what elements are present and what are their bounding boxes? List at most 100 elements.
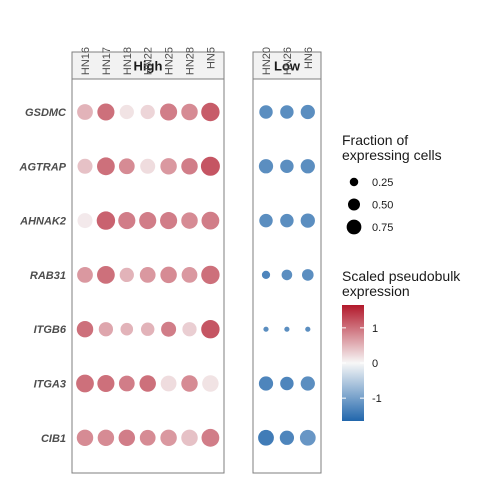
data-dot [97, 429, 115, 447]
color-legend-title: Scaled pseudobulk [342, 268, 461, 284]
data-dot [181, 375, 198, 392]
data-dot [160, 429, 177, 447]
data-dot [258, 159, 274, 174]
facet-strip-label: Low [274, 59, 301, 74]
data-dot [77, 213, 93, 229]
x-tick-label: HN16 [80, 47, 92, 75]
data-dot [182, 322, 197, 337]
data-dot [280, 105, 294, 119]
data-dot [161, 321, 177, 337]
data-dot [118, 429, 136, 447]
size-legend-key [347, 198, 361, 211]
data-dot [98, 322, 114, 337]
size-legend-title: Fraction of [342, 132, 408, 148]
data-dot [77, 158, 93, 174]
data-dot [76, 374, 94, 393]
x-tick-label: HN20 [261, 47, 273, 75]
x-tick-label: HN22 [143, 47, 155, 75]
data-dot [118, 212, 136, 230]
data-dot [181, 212, 198, 229]
data-dot [77, 104, 93, 120]
size-legend-label: 0.25 [372, 177, 393, 189]
x-tick-label: HN18 [122, 47, 134, 75]
y-tick-label: GSDMC [25, 107, 67, 119]
data-dot [139, 212, 157, 230]
data-dot [160, 266, 177, 284]
data-dot [140, 322, 155, 336]
data-dot [202, 375, 219, 392]
y-tick-label: AHNAK2 [19, 216, 66, 228]
data-dot [258, 429, 274, 446]
color-legend-label: -1 [372, 393, 382, 405]
data-dot [181, 158, 198, 175]
data-dot [200, 156, 220, 176]
data-dot [263, 326, 269, 332]
data-dot [97, 157, 115, 176]
data-dot [259, 105, 273, 119]
data-dot [120, 322, 134, 336]
data-dot [97, 103, 115, 121]
data-dot [201, 428, 220, 447]
size-legend-title: expressing cells [342, 147, 442, 163]
data-dot [201, 102, 220, 122]
data-dot [76, 429, 94, 447]
x-tick-label: HN26 [282, 47, 294, 75]
facet-strip [71, 51, 225, 80]
data-dot [299, 429, 316, 446]
data-dot [201, 320, 220, 339]
data-dot [97, 266, 115, 284]
data-dot [96, 211, 116, 230]
data-dot [76, 320, 94, 338]
data-dot [284, 326, 290, 332]
data-dot [280, 213, 294, 228]
data-dot [139, 429, 156, 446]
data-dot [181, 103, 198, 121]
y-tick-label: CIB1 [41, 433, 66, 445]
data-dot [305, 326, 311, 332]
data-dot [280, 376, 294, 391]
data-dot [140, 158, 156, 174]
x-tick-label: HN6 [303, 47, 315, 69]
color-legend-label: 1 [372, 323, 378, 335]
data-dot [160, 375, 177, 392]
data-dot [97, 374, 115, 393]
data-dot [300, 213, 315, 228]
data-dot [118, 158, 135, 175]
data-dot [160, 212, 178, 230]
data-dot [119, 267, 134, 283]
data-dot [300, 376, 315, 391]
color-legend-label: 0 [372, 358, 378, 370]
y-tick-label: ITGA3 [34, 379, 66, 391]
data-dot [160, 103, 178, 121]
size-legend-label: 0.50 [372, 200, 393, 212]
data-dot [160, 158, 177, 175]
x-tick-label: HN17 [101, 47, 113, 75]
data-dot [201, 211, 220, 230]
data-dot [119, 104, 134, 120]
data-dot [300, 159, 315, 174]
data-dot [118, 375, 135, 392]
data-dot [281, 269, 293, 281]
size-legend-key [349, 177, 359, 187]
data-dot [139, 267, 156, 283]
x-tick-label: HN28 [185, 47, 197, 75]
facet-strip [252, 51, 322, 80]
y-tick-label: RAB31 [30, 270, 66, 282]
data-dot [181, 429, 198, 447]
color-legend-bar [342, 305, 364, 421]
data-dot [139, 375, 156, 392]
size-legend-label: 0.75 [372, 222, 393, 234]
data-dot [140, 104, 155, 120]
data-dot [77, 267, 93, 283]
color-legend-title: expression [342, 283, 410, 299]
data-dot [261, 270, 271, 280]
x-tick-label: HN25 [164, 47, 176, 75]
data-dot [280, 159, 294, 174]
data-dot [259, 213, 273, 228]
facet-strip-label: High [134, 59, 163, 74]
data-dot [201, 265, 220, 285]
size-legend-key [346, 219, 362, 235]
x-tick-label: HN5 [205, 47, 217, 69]
